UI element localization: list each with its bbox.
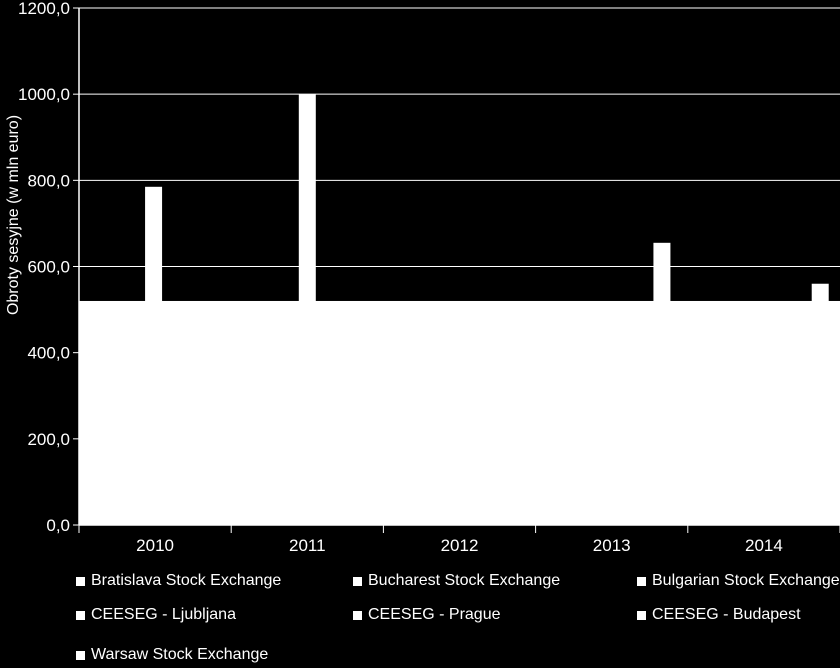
legend-swatch [353, 610, 362, 620]
legend-swatch [637, 610, 646, 620]
bar [145, 186, 163, 525]
legend-label: CEESEG - Ljubljana [91, 606, 236, 623]
x-axis: 2010 2011 2012 2013 2014 [78, 524, 840, 555]
legend-label: Bulgarian Stock Exchange [652, 572, 840, 589]
x-tick-label: 2013 [593, 536, 631, 555]
bar [653, 242, 671, 525]
y-tick-label: 0,0 [46, 516, 70, 535]
floor-block [79, 300, 840, 525]
bar [298, 94, 316, 526]
data-area [79, 300, 840, 525]
legend-swatch [76, 650, 85, 660]
legend-swatch [76, 610, 85, 620]
legend-label: Bucharest Stock Exchange [368, 572, 561, 589]
x-tick-label: 2010 [136, 536, 174, 555]
legend-item: Warsaw Stock Exchange [76, 646, 268, 664]
bars [145, 94, 829, 526]
y-tick-label: 200,0 [27, 430, 70, 449]
chart: 0,0 200,0 400,0 600,0 800,0 1000,0 1200,0 2010… [5, 0, 840, 555]
legend-swatch [637, 576, 646, 586]
legend-swatch [353, 576, 362, 586]
y-tick-label: 600,0 [27, 258, 70, 277]
y-tick-label: 1000,0 [18, 85, 70, 104]
x-tick-label: 2012 [441, 536, 479, 555]
legend-item: Bratislava Stock Exchange [76, 572, 281, 590]
legend: Bratislava Stock Exchange Bucharest Stock… [0, 568, 840, 668]
x-tick-label: 2014 [745, 536, 783, 555]
legend-item: CEESEG - Prague [353, 606, 501, 624]
legend-item: Bucharest Stock Exchange [353, 572, 560, 590]
legend-item: CEESEG - Ljubljana [76, 606, 236, 624]
x-tick-label: 2011 [289, 536, 326, 555]
bar [811, 283, 829, 525]
y-tick-label: 800,0 [27, 171, 70, 190]
y-tick-label: 1200,0 [18, 0, 70, 18]
legend-label: CEESEG - Prague [368, 606, 501, 623]
y-axis: 0,0 200,0 400,0 600,0 800,0 1000,0 1200,0 [18, 0, 80, 535]
legend-label: Bratislava Stock Exchange [91, 572, 282, 589]
y-axis-title: Obroty sesyjne (w mln euro) [5, 115, 22, 315]
legend-label: CEESEG - Budapest [652, 606, 801, 623]
legend-item: CEESEG - Budapest [637, 606, 801, 624]
legend-swatch [76, 576, 85, 586]
legend-item: Bulgarian Stock Exchange [637, 572, 840, 590]
legend-label: Warsaw Stock Exchange [91, 646, 269, 663]
y-tick-label: 400,0 [27, 344, 70, 363]
